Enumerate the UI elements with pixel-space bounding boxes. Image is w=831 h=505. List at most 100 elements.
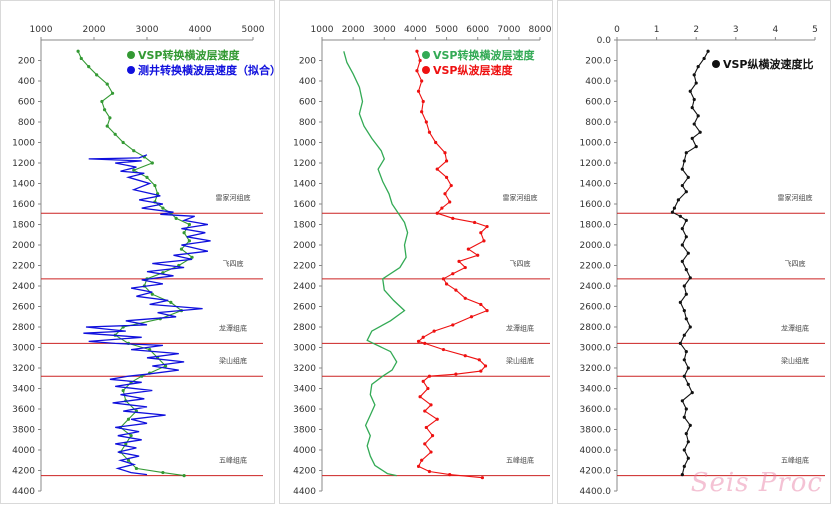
y-tick-label: 2000.0 — [580, 241, 612, 251]
data-point — [682, 284, 686, 288]
data-point — [684, 432, 688, 436]
y-tick-label: 200 — [18, 57, 35, 67]
legend-marker — [127, 66, 135, 74]
data-point — [688, 89, 692, 93]
y-tick-label: 3200.0 — [580, 364, 612, 374]
x-tick-label: 6000 — [466, 25, 489, 35]
data-point — [454, 288, 458, 292]
data-point — [696, 65, 700, 69]
data-point — [421, 379, 425, 383]
data-point — [483, 364, 488, 368]
y-tick-label: 400 — [299, 77, 316, 87]
data-point — [678, 341, 682, 345]
x-tick-label: 1 — [654, 25, 660, 35]
y-tick-label: 4000 — [293, 446, 316, 456]
data-point — [174, 216, 178, 220]
data-point — [473, 220, 477, 225]
data-point — [688, 423, 692, 427]
data-point — [463, 265, 467, 270]
formation-label: 五峰组底 — [219, 456, 247, 465]
x-tick-label: 3 — [733, 25, 739, 35]
data-point — [105, 124, 109, 128]
y-tick-label: 1600 — [12, 200, 35, 210]
data-point — [682, 309, 686, 313]
formation-label: 龙潭组底 — [781, 323, 809, 332]
data-point — [179, 247, 184, 251]
y-tick-label: 2000 — [293, 241, 316, 251]
y-tick-label: 4200 — [293, 467, 316, 477]
data-point — [161, 470, 165, 475]
formation-label: 雷家河组底 — [778, 193, 813, 202]
data-point — [424, 120, 428, 124]
legend-label: VSP纵波层速度 — [433, 63, 513, 77]
x-tick-label: 5000 — [435, 25, 458, 35]
data-point — [416, 89, 421, 93]
x-tick-label: 2 — [693, 25, 699, 35]
data-point — [435, 167, 439, 171]
y-tick-label: 200 — [299, 57, 316, 67]
y-tick-label: 2200.0 — [580, 262, 612, 272]
data-point — [132, 149, 136, 153]
chart-svg: 1000 2000 3000 4000 5000 200 400 600 800 1000 1200… — [12, 25, 276, 497]
legend-label: VSP纵横波速度比 — [723, 57, 814, 71]
data-point — [684, 317, 688, 321]
y-tick-label: 4200 — [12, 467, 35, 477]
data-point — [688, 325, 692, 329]
data-point — [420, 79, 424, 83]
y-tick-label: 3000 — [12, 344, 35, 354]
data-point — [684, 292, 688, 296]
data-point — [443, 192, 447, 196]
legend-label: 测井转换横波层速度（拟合） — [138, 63, 276, 77]
data-point — [169, 300, 173, 304]
data-point — [145, 175, 149, 179]
data-point — [132, 168, 136, 172]
series-line — [343, 51, 409, 477]
y-tick-label: 4400.0 — [580, 487, 612, 497]
y-tick-label: 1400.0 — [580, 180, 612, 190]
data-point — [684, 407, 688, 411]
data-point — [684, 190, 688, 194]
y-tick-label: 800 — [18, 118, 35, 128]
x-tick-label: 8000 — [529, 25, 552, 35]
data-point — [690, 391, 694, 395]
x-tick-label: 1000 — [311, 25, 334, 35]
data-point — [680, 473, 684, 477]
y-tick-label: 1000.0 — [580, 139, 612, 149]
y-tick-label: 3600.0 — [580, 405, 612, 415]
y-tick-label: 3800 — [293, 426, 316, 436]
data-point — [670, 210, 675, 214]
y-tick-label: 2800 — [293, 323, 316, 333]
data-point — [420, 458, 424, 462]
y-tick-label: 3200 — [293, 364, 316, 374]
data-point — [423, 409, 427, 413]
data-point — [105, 82, 109, 86]
data-point — [676, 198, 680, 202]
y-tick-label: 2600.0 — [580, 303, 612, 313]
y-tick-label: 600.0 — [585, 98, 611, 108]
data-point — [150, 161, 154, 165]
data-point — [479, 231, 483, 235]
formation-label: 飞四底 — [785, 259, 806, 268]
formation-label: 飞四底 — [510, 259, 531, 268]
data-point — [182, 231, 186, 235]
data-point — [684, 218, 688, 222]
y-tick-label: 1200 — [12, 159, 35, 169]
data-point — [448, 200, 452, 204]
y-tick-label: 800.0 — [585, 118, 611, 128]
y-tick-label: 2400.0 — [580, 282, 612, 292]
legend-marker — [712, 60, 720, 68]
data-point — [688, 276, 692, 280]
series-line — [416, 51, 489, 479]
data-point — [694, 145, 698, 149]
data-point — [706, 49, 710, 53]
data-point — [79, 56, 83, 61]
formation-label: 梁山组底 — [506, 356, 534, 365]
data-point — [485, 309, 489, 313]
data-point — [672, 206, 677, 210]
data-point — [682, 333, 686, 337]
data-point — [684, 151, 688, 155]
data-point — [682, 448, 686, 452]
formation-label: 龙潭组底 — [506, 323, 534, 332]
data-point — [100, 99, 104, 104]
y-tick-label: 0.0 — [597, 36, 612, 46]
